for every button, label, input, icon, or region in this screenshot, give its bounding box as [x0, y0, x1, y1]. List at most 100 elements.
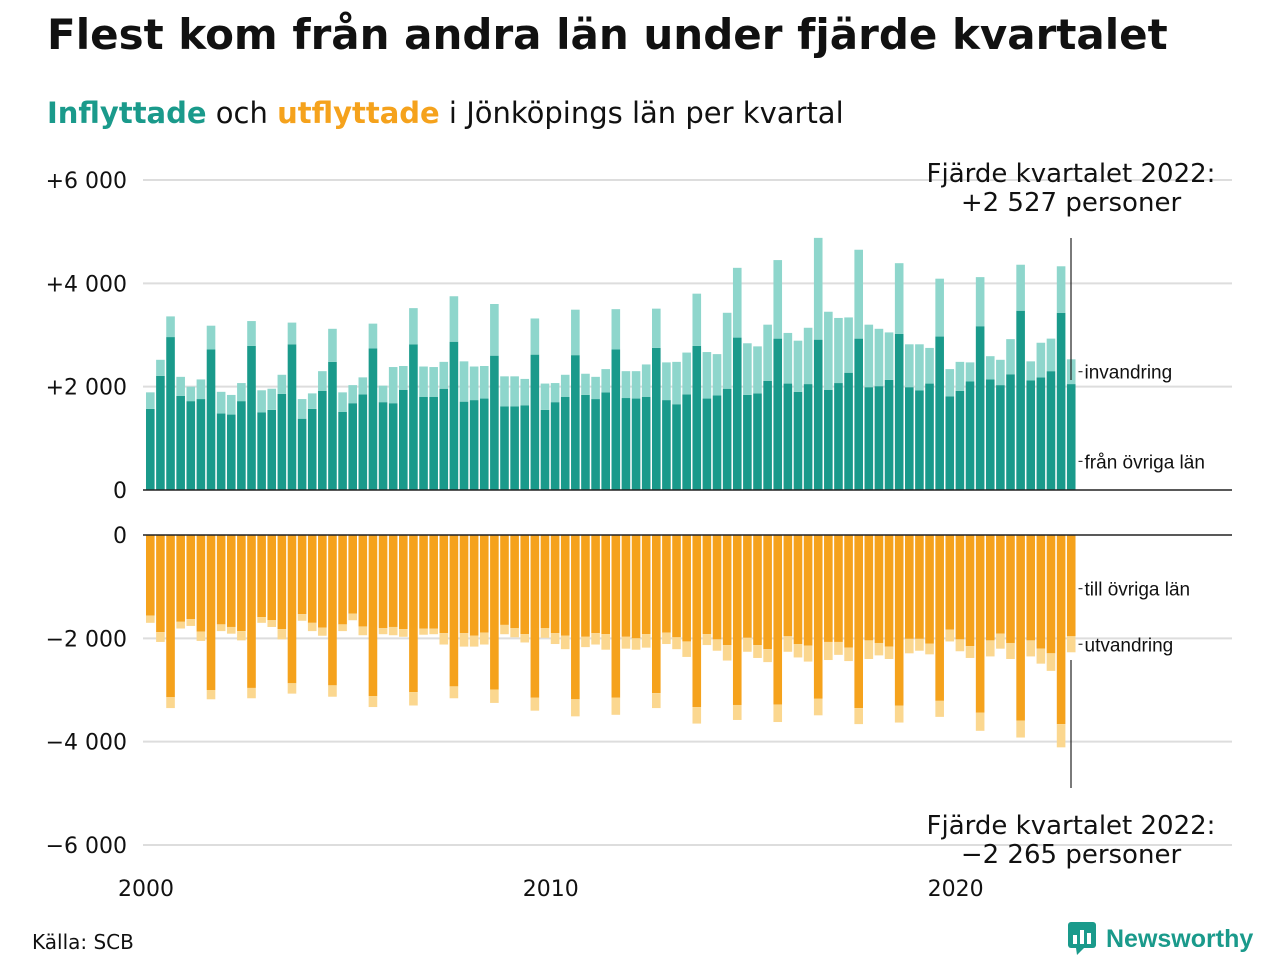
- bar-immigration: [1006, 339, 1015, 375]
- y-tick-label-bottom: −6 000: [46, 834, 127, 859]
- bar-outflow-domestic: [692, 535, 702, 708]
- bar-immigration: [560, 374, 570, 397]
- y-tick-label-top: +4 000: [46, 272, 127, 297]
- bar-immigration: [419, 366, 428, 397]
- bar-immigration: [945, 369, 955, 397]
- bar-outflow-domestic: [490, 535, 499, 690]
- bar-inflow-domestic: [1056, 312, 1066, 490]
- bar-immigration: [287, 322, 297, 345]
- source-note: Källa: SCB: [32, 930, 134, 954]
- bar-inflow-domestic: [985, 379, 995, 490]
- bar-emigration: [409, 692, 418, 706]
- bar-outflow-domestic: [672, 535, 681, 638]
- bar-emigration: [591, 633, 600, 645]
- bar-outflow-domestic: [652, 535, 661, 694]
- bar-immigration: [267, 388, 277, 410]
- bar-immigration: [621, 371, 631, 399]
- bar-outflow-domestic: [985, 535, 995, 641]
- bar-emigration: [854, 708, 863, 725]
- annotation-top-line1: Fjärde kvartalet 2022:: [927, 159, 1216, 189]
- bar-immigration: [328, 328, 337, 362]
- bar-inflow-domestic: [581, 394, 590, 490]
- bar-outflow-domestic: [905, 535, 914, 639]
- bar-emigration: [773, 704, 783, 723]
- bar-immigration: [743, 343, 752, 395]
- bar-immigration: [348, 385, 357, 404]
- chart-subtitle: Inflyttade och utflyttade i Jönköpings l…: [47, 96, 844, 130]
- bar-inflow-domestic: [834, 383, 843, 490]
- bar-outflow-domestic: [1036, 535, 1046, 649]
- bar-immigration: [753, 346, 762, 394]
- bar-inflow-domestic: [479, 398, 489, 490]
- bar-inflow-domestic: [338, 411, 347, 490]
- bar-immigration: [611, 309, 621, 350]
- bar-emigration: [915, 638, 924, 651]
- bar-emigration: [560, 635, 570, 650]
- bar-immigration: [975, 277, 985, 327]
- bar-inflow-domestic: [773, 338, 783, 490]
- bar-inflow-domestic: [459, 401, 469, 490]
- bar-immigration: [581, 373, 590, 395]
- bar-inflow-domestic: [652, 347, 661, 490]
- bar-outflow-domestic: [571, 535, 580, 700]
- bar-emigration: [874, 642, 884, 656]
- newsworthy-logo-icon: [1068, 922, 1096, 955]
- chart-title: Flest kom från andra län under fjärde kv…: [47, 10, 1168, 59]
- bar-outflow-domestic: [743, 535, 752, 638]
- bar-inflow-domestic: [813, 339, 823, 490]
- bar-outflow-domestic: [479, 535, 489, 633]
- newsworthy-logo: Newsworthy: [1068, 922, 1253, 956]
- bar-emigration: [166, 697, 175, 709]
- bar-outflow-domestic: [1016, 535, 1025, 721]
- bar-inflow-domestic: [358, 394, 368, 490]
- bar-outflow-domestic: [297, 535, 307, 615]
- y-tick-label-top: +6 000: [46, 169, 127, 194]
- bar-outflow-domestic: [196, 535, 206, 632]
- bar-emigration: [935, 700, 944, 717]
- bar-outflow-domestic: [419, 535, 428, 629]
- bar-inflow-domestic: [206, 349, 216, 490]
- bar-outflow-domestic: [773, 535, 783, 705]
- bar-outflow-domestic: [702, 535, 712, 635]
- bar-inflow-domestic: [216, 413, 226, 490]
- bar-outflow-domestic: [1006, 535, 1015, 643]
- bar-inflow-domestic: [601, 392, 610, 490]
- bar-inflow-domestic: [1036, 377, 1046, 490]
- bar-inflow-domestic: [146, 408, 155, 490]
- bar-emigration: [702, 634, 712, 646]
- bar-inflow-domestic: [1066, 384, 1076, 490]
- bar-immigration: [803, 327, 813, 385]
- bar-immigration: [854, 249, 863, 339]
- bar-inflow-domestic: [348, 403, 357, 490]
- bar-outflow-domestic: [500, 535, 509, 625]
- bar-immigration: [905, 344, 914, 388]
- bar-immigration: [915, 344, 924, 391]
- bar-inflow-domestic: [894, 333, 904, 490]
- bar-immigration: [378, 385, 388, 403]
- bar-immigration: [277, 374, 287, 394]
- bar-outflow-domestic: [854, 535, 863, 709]
- bar-immigration: [297, 399, 307, 419]
- bar-emigration: [783, 636, 793, 652]
- bar-inflow-domestic: [702, 398, 712, 490]
- bar-emigration: [287, 683, 297, 694]
- bar-inflow-domestic: [854, 338, 863, 490]
- bar-inflow-domestic: [388, 403, 398, 490]
- logo-text: Newsworthy: [1106, 924, 1254, 953]
- bar-emigration: [864, 640, 874, 659]
- bar-inflow-domestic: [196, 399, 206, 490]
- bar-outflow-domestic: [277, 535, 287, 630]
- bar-emigration: [955, 639, 965, 652]
- bar-emigration: [581, 636, 590, 648]
- bar-inflow-domestic: [277, 393, 287, 490]
- x-tick-label: 2000: [118, 877, 174, 902]
- bar-emigration: [358, 626, 368, 636]
- bar-emigration: [925, 643, 934, 655]
- bar-emigration: [732, 704, 742, 720]
- bar-outflow-domestic: [793, 535, 803, 645]
- bar-inflow-domestic: [722, 388, 732, 490]
- bar-immigration: [540, 383, 550, 410]
- bar-immigration: [530, 318, 540, 355]
- bar-inflow-domestic: [186, 401, 196, 490]
- bar-inflow-domestic: [156, 375, 165, 490]
